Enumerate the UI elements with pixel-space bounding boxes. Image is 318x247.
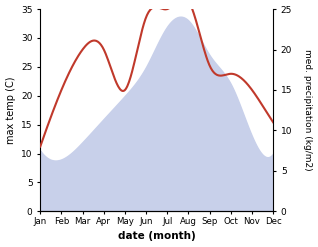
- X-axis label: date (month): date (month): [118, 231, 196, 242]
- Y-axis label: med. precipitation (kg/m2): med. precipitation (kg/m2): [303, 49, 313, 171]
- Y-axis label: max temp (C): max temp (C): [5, 76, 16, 144]
